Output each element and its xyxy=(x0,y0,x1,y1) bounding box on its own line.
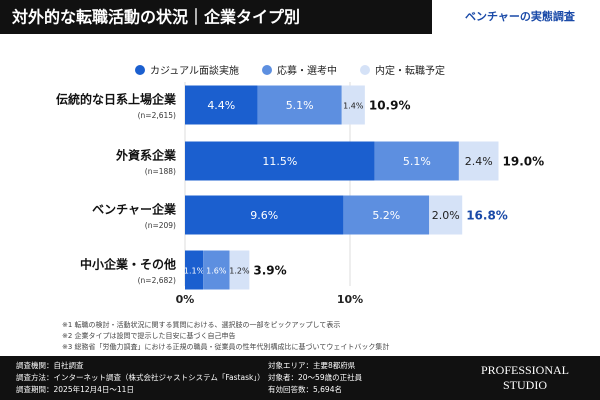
x-tick-label: 10% xyxy=(337,293,363,306)
legend-swatch xyxy=(360,65,370,75)
footnote: ※1 転職の検討・活動状況に関する質問における、選択肢の一部をピックアップして表… xyxy=(62,320,340,329)
total-label: 10.9% xyxy=(369,99,411,113)
bar-segment xyxy=(458,141,499,181)
bar-segment xyxy=(185,195,344,235)
bar-segment xyxy=(185,250,204,290)
footer-bar xyxy=(0,356,600,400)
legend-swatch xyxy=(135,65,145,75)
legend-label: カジュアル面談実施 xyxy=(150,64,239,77)
bar-segment xyxy=(429,195,463,235)
value-label: 4.4% xyxy=(207,99,235,112)
value-label: 1.1% xyxy=(184,267,205,276)
x-tick-label: 0% xyxy=(176,293,195,306)
total-label: 16.8% xyxy=(466,209,508,223)
logo: STUDIO xyxy=(503,378,547,392)
sample-size: (n=209) xyxy=(145,221,176,230)
value-label: 9.6% xyxy=(250,209,278,222)
category-label: 中小企業・その他 xyxy=(80,257,176,272)
footer-info: 対象エリア：主要8都府県 xyxy=(268,360,356,370)
value-label: 5.1% xyxy=(403,155,431,168)
footer-info: 調査期間：2025年12月4日〜11日 xyxy=(16,384,134,394)
footer-info: 調査機関：自社調査 xyxy=(16,360,84,370)
footer-info: 有効回答数：5,694名 xyxy=(268,384,342,394)
sample-size: (n=2,682) xyxy=(138,276,176,285)
value-label: 1.2% xyxy=(229,267,250,276)
bar-segment xyxy=(343,195,430,235)
value-label: 2.0% xyxy=(432,209,460,222)
bar-segment xyxy=(257,85,342,125)
bar-segment xyxy=(341,85,365,125)
category-label: 外資系企業 xyxy=(116,148,177,163)
category-label: ベンチャー企業 xyxy=(92,202,177,217)
value-label: 11.5% xyxy=(262,155,297,168)
bar-segment xyxy=(374,141,459,181)
header-bar xyxy=(0,0,432,34)
legend-swatch xyxy=(262,65,272,75)
title: 対外的な転職活動の状況｜企業タイプ別 xyxy=(11,8,300,27)
bar-segment xyxy=(185,141,375,181)
bar-segment xyxy=(203,250,230,290)
footer-info: 対象者：20〜59歳の正社員 xyxy=(268,372,363,382)
total-label: 3.9% xyxy=(253,264,286,278)
value-label: 1.4% xyxy=(343,102,364,111)
category-label: 伝統的な日系上場企業 xyxy=(56,92,177,107)
value-label: 1.6% xyxy=(206,267,227,276)
legend-label: 応募・選考中 xyxy=(277,64,337,77)
bar-segment xyxy=(229,250,250,290)
bar-segment xyxy=(185,85,258,125)
footer-info: 調査方法：インターネット調査（株式会社ジャストシステム「Fastask」） xyxy=(16,372,265,382)
value-label: 5.1% xyxy=(286,99,314,112)
legend-label: 内定・転職予定 xyxy=(375,64,445,77)
sample-size: (n=2,615) xyxy=(138,111,176,120)
footnote: ※3 総務省「労働力調査」における正規の職員・従業員の性年代別構成比に基づいてウ… xyxy=(62,342,389,351)
total-label: 19.0% xyxy=(503,155,545,169)
badge: ベンチャーの実態調査 xyxy=(465,9,575,23)
footnote: ※2 企業タイプは設問で提示した目安に基づく自己申告 xyxy=(62,331,236,340)
value-label: 5.2% xyxy=(372,209,400,222)
sample-size: (n=188) xyxy=(145,167,176,176)
value-label: 2.4% xyxy=(465,155,493,168)
logo: PROFESSIONAL xyxy=(481,363,569,377)
